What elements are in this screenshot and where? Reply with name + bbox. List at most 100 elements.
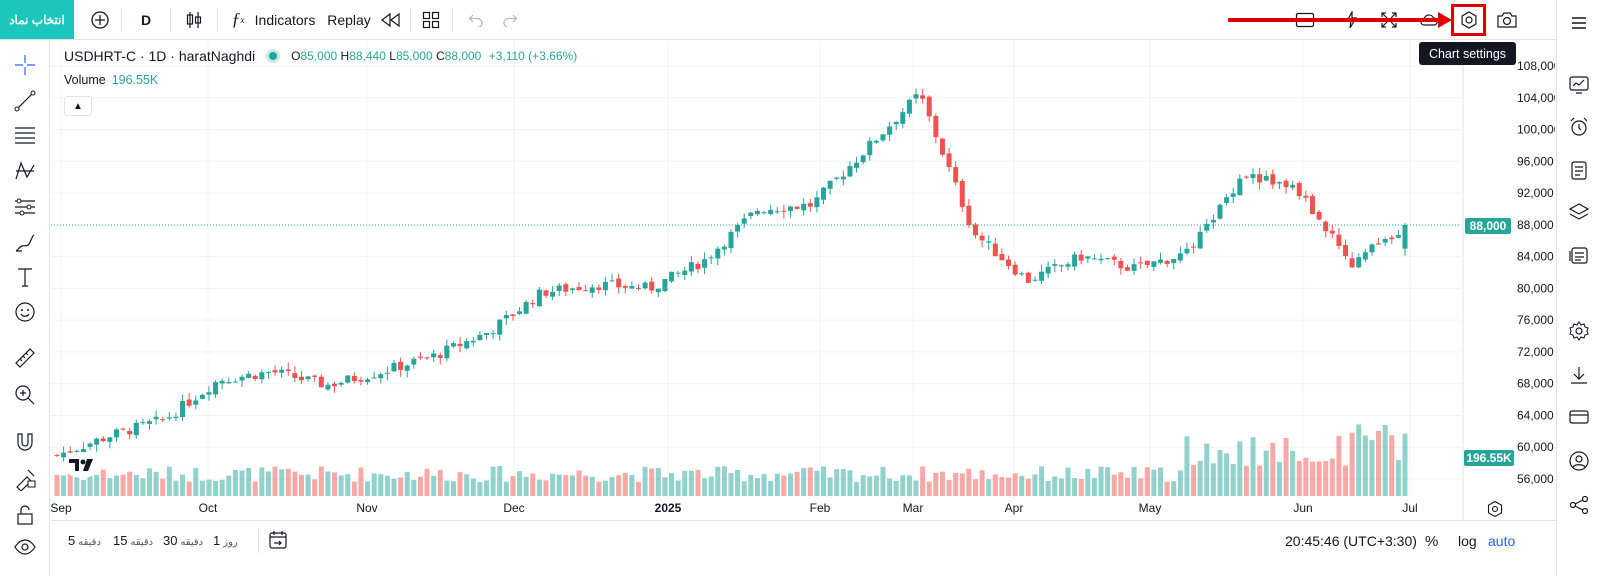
volume-legend[interactable]: Volume 196.55K [64,73,159,87]
log-scale-toggle[interactable]: log [1458,533,1477,549]
timeframe-15m[interactable]: 15 دقیقه [113,533,154,548]
price-tick-label: 100,000 [1517,123,1555,137]
percent-scale-toggle[interactable]: % [1425,533,1439,550]
volume-bar [920,466,926,496]
candle-body [246,373,252,378]
candle-body [160,419,166,421]
volume-bar [1085,468,1091,496]
candle-body [675,272,681,274]
redo-icon[interactable] [498,0,522,39]
volume-bar [814,470,820,496]
timeframe-1d[interactable]: 1 روز [213,533,238,548]
lock-drawing-icon[interactable] [10,464,40,494]
candle-body [741,218,747,224]
replay-rewind-icon[interactable] [376,0,404,39]
maximize-icon[interactable] [1376,0,1402,39]
volume-bar [1296,460,1302,496]
crosshair-icon[interactable] [10,50,40,80]
candle-body [1336,234,1342,246]
volume-bar [602,480,608,496]
candle-body [662,279,668,292]
alarm-clock-icon[interactable] [1564,112,1594,142]
emoji-icon[interactable] [10,297,40,327]
chart-type-candles-icon[interactable] [180,0,208,39]
chart-settings-gear-icon[interactable] [1455,0,1483,39]
card-icon[interactable] [1564,402,1594,432]
interval-button[interactable]: D [140,11,152,28]
legend-ohlc: O85,000 H88,440 L85,000 C88,000 +3,110 (… [291,49,578,63]
brush-icon[interactable] [10,228,40,258]
volume-bar [774,473,780,496]
volume-bar [887,478,893,496]
price-chart[interactable]: 108,000 104,000 100,000 96,000 92,000 88,000 8… [51,41,1555,520]
timeframe-5m[interactable]: 5 دقیقه [68,533,101,548]
settings-gear-icon[interactable] [1564,316,1594,346]
legend-symbol[interactable]: USDHRT-C · 1D · haratNaghdi [64,48,256,64]
layers-icon[interactable] [1564,197,1594,227]
volume-bar [160,478,166,496]
candle-body [992,243,998,257]
magnet-icon[interactable] [10,427,40,457]
watchlist-icon[interactable] [1564,70,1594,100]
snapshot-camera-icon[interactable] [1493,0,1521,39]
candle-body [74,450,80,452]
volume-bar [1164,481,1170,496]
volume-bar [1250,437,1256,496]
indicators-button[interactable]: Indicators [254,11,316,28]
candle-body [1204,223,1210,231]
clock-timezone[interactable]: 20:45:46 (UTC+3:30) [1285,533,1417,549]
undo-icon[interactable] [464,0,488,39]
news-icon[interactable] [1564,240,1594,270]
candle-body [87,443,93,447]
candle-body [1329,230,1335,234]
zoom-in-icon[interactable] [10,380,40,410]
lock-icon[interactable] [10,500,40,530]
volume-bar [100,469,106,496]
fib-lines-icon[interactable] [10,120,40,150]
visibility-eye-icon[interactable] [10,532,40,562]
candle-body [484,333,490,336]
candle-body [1224,197,1230,203]
price-tick-label: 68,000 [1517,377,1554,391]
candle-body [840,176,846,180]
axis-settings-icon[interactable] [1486,500,1504,518]
volume-bar [821,466,827,496]
pattern-icon[interactable] [10,156,40,186]
volume-bar [298,474,304,496]
notes-icon[interactable] [1564,155,1594,185]
collapse-legend-button[interactable]: ▲ [64,96,92,116]
candle-body [1078,254,1084,261]
current-price-tag: 88,000 [1465,218,1511,234]
volume-bar [404,472,410,496]
candle-body [814,197,820,208]
volume-bar [867,476,873,496]
timeframe-30m[interactable]: 30 دقیقه [163,533,204,548]
go-to-date-icon[interactable] [267,529,289,551]
volume-bar [1276,461,1282,496]
volume-bar [398,477,404,496]
candle-body [371,377,377,379]
volume-bar [166,466,172,496]
layout-grid-icon[interactable] [418,0,444,39]
symbol-search-button[interactable]: انتخاب نماد [0,0,74,39]
menu-hamburger-icon[interactable] [1564,8,1594,38]
trend-line-icon[interactable] [10,86,40,116]
volume-bar [847,470,853,496]
candle-body [298,376,304,381]
download-icon[interactable] [1564,360,1594,390]
share-icon[interactable] [1564,490,1594,520]
candle-body [1343,244,1349,257]
replay-button[interactable]: Replay [327,11,371,28]
volume-bar [272,466,278,496]
volume-bar [781,475,787,496]
volume-bar [1065,467,1071,496]
compare-add-icon[interactable] [86,0,114,39]
auto-scale-toggle[interactable]: auto [1488,533,1516,549]
ruler-icon[interactable] [10,343,40,373]
user-profile-icon[interactable] [1564,446,1594,476]
prediction-tools-icon[interactable] [10,192,40,222]
price-tick-label: 108,000 [1517,59,1555,73]
volume-bar [67,474,73,496]
text-tool-icon[interactable] [10,262,40,292]
